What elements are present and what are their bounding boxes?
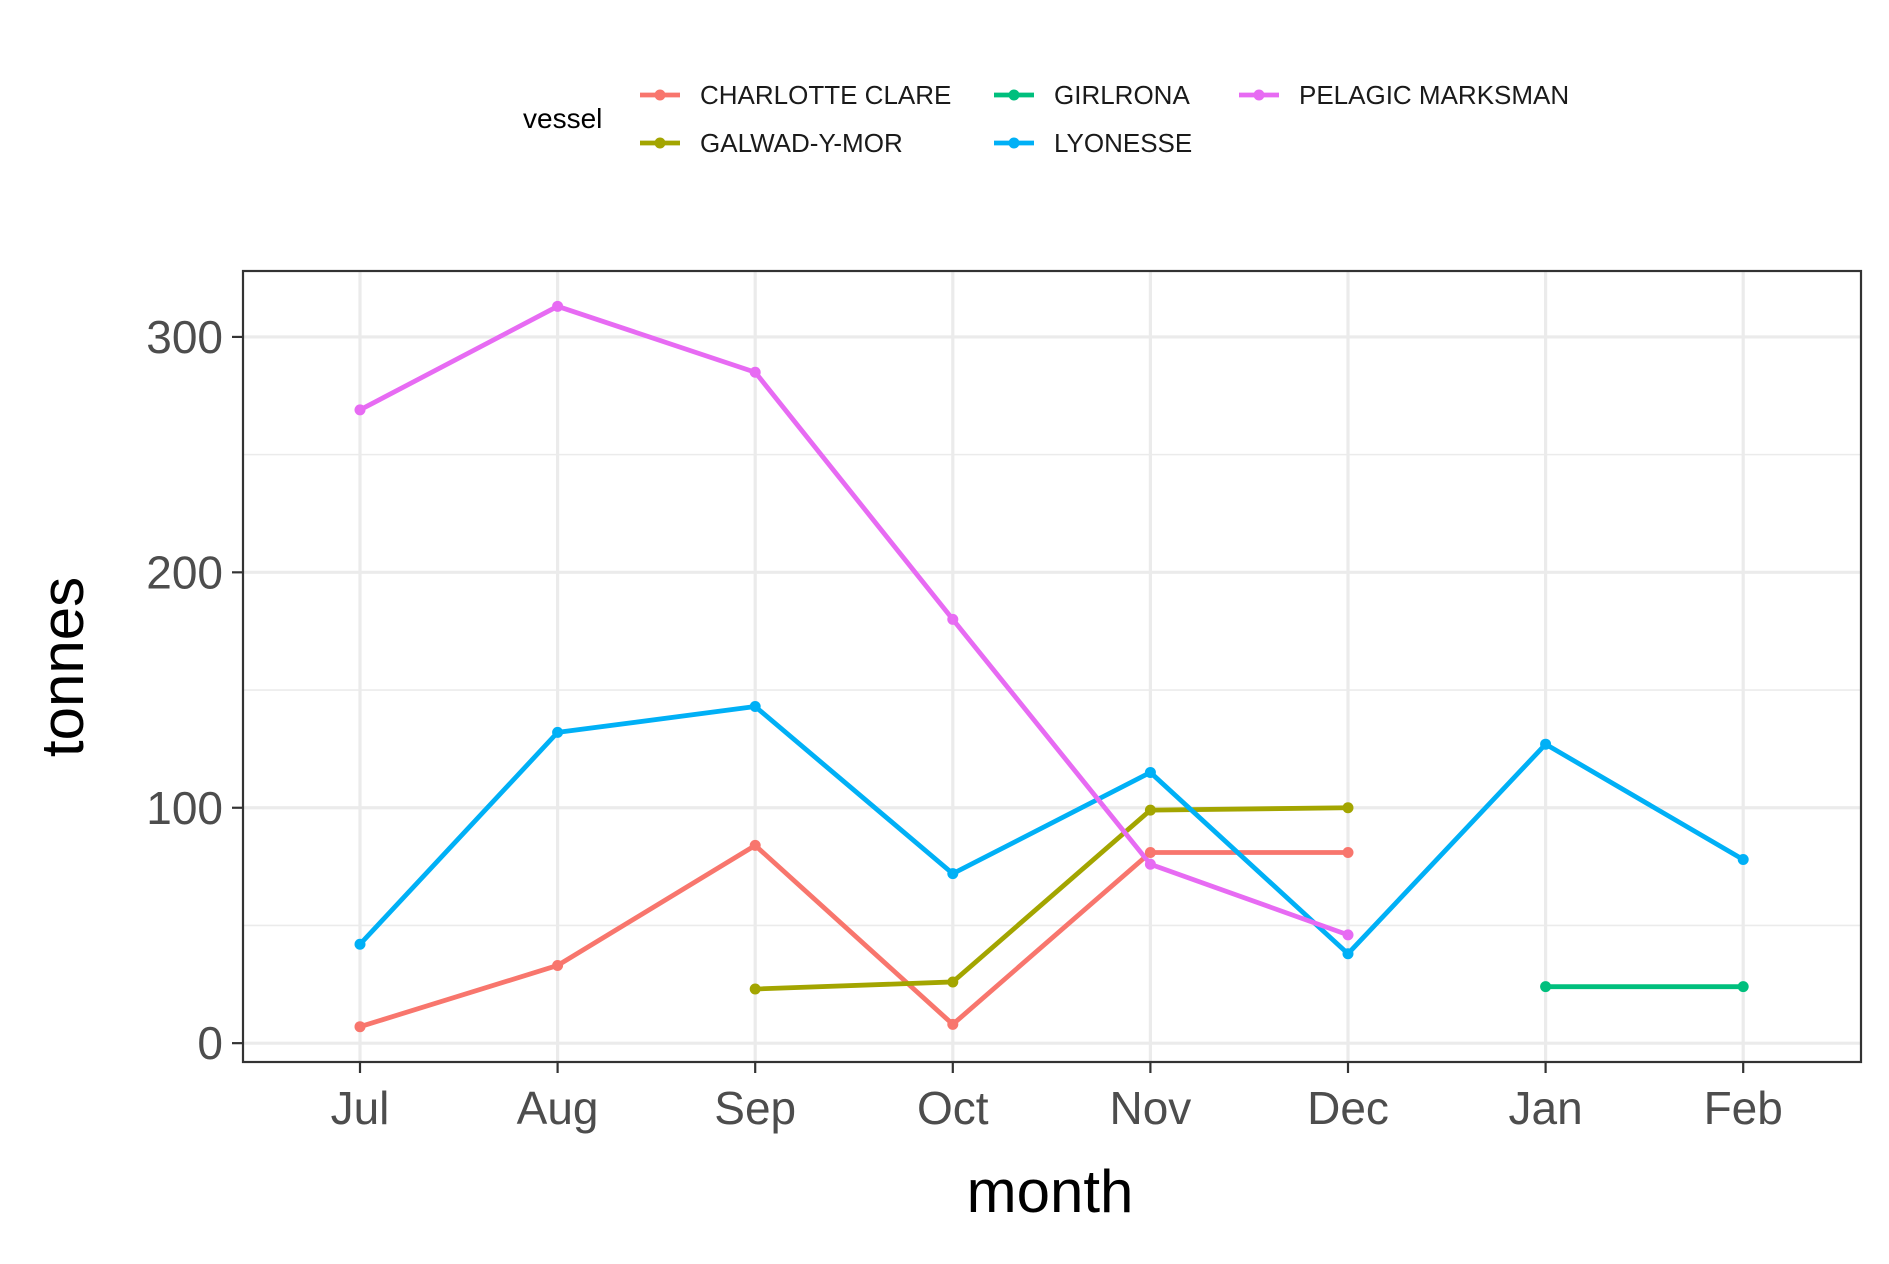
legend-item-pelagic-marksman: PELAGIC MARKSMAN <box>1239 80 1569 110</box>
x-tick-label: Oct <box>917 1082 989 1134</box>
data-point-lyonesse <box>749 701 761 713</box>
legend-label: CHARLOTTE CLARE <box>700 80 951 110</box>
data-point-galwad-y-mor <box>1144 804 1156 816</box>
data-point-galwad-y-mor <box>1342 802 1354 814</box>
y-axis: 0 100 200 300 <box>146 311 243 1069</box>
legend-item-galwad-y-mor: GALWAD-Y-MOR <box>640 128 903 158</box>
data-point-lyonesse <box>354 938 366 950</box>
legend-key-point <box>1008 137 1020 149</box>
series-line-charlotte-clare <box>359 843 1348 1029</box>
legend-item-girlrona: GIRLRONA <box>994 80 1190 110</box>
data-point-pelagic-marksman <box>947 613 959 625</box>
legend: vessel CHARLOTTE CLARE GALWAD-Y-MOR GIRLRO… <box>523 80 1569 158</box>
legend-label: PELAGIC MARKSMAN <box>1299 80 1569 110</box>
x-tick-label: Jan <box>1509 1082 1583 1134</box>
data-point-lyonesse <box>552 726 564 738</box>
legend-key-point <box>1253 89 1265 101</box>
data-point-pelagic-marksman <box>749 366 761 378</box>
y-axis-title: tonnes <box>29 577 96 757</box>
legend-item-lyonesse: LYONESSE <box>994 128 1192 158</box>
legend-label: LYONESSE <box>1054 128 1192 158</box>
legend-label: GALWAD-Y-MOR <box>700 128 903 158</box>
data-point-lyonesse <box>1342 948 1354 960</box>
y-tick-label: 100 <box>146 782 223 834</box>
x-axis: Jul Aug Sep Oct Nov Dec Jan Feb <box>331 1062 1783 1134</box>
data-point-girlrona <box>1540 981 1552 993</box>
data-point-lyonesse <box>947 868 959 880</box>
x-tick-label: Sep <box>714 1082 796 1134</box>
x-tick-label: Nov <box>1109 1082 1191 1134</box>
x-tick-label: Dec <box>1307 1082 1389 1134</box>
legend-key-point <box>654 89 666 101</box>
data-point-girlrona <box>1737 981 1749 993</box>
legend-key-point <box>654 137 666 149</box>
data-point-charlotte-clare <box>947 1018 959 1030</box>
data-point-pelagic-marksman <box>1144 858 1156 870</box>
data-point-pelagic-marksman <box>552 300 564 312</box>
x-axis-title: month <box>967 1158 1134 1225</box>
data-point-charlotte-clare <box>749 839 761 851</box>
data-point-lyonesse <box>1540 738 1552 750</box>
data-point-charlotte-clare <box>552 959 564 971</box>
x-tick-label: Aug <box>517 1082 599 1134</box>
data-point-galwad-y-mor <box>947 976 959 988</box>
x-tick-label: Feb <box>1704 1082 1783 1134</box>
legend-item-charlotte-clare: CHARLOTTE CLARE <box>640 80 951 110</box>
series-line-galwad-y-mor <box>755 805 1349 992</box>
data-point-lyonesse <box>1737 854 1749 866</box>
y-tick-label: 200 <box>146 546 223 598</box>
data-point-galwad-y-mor <box>749 983 761 995</box>
legend-key-point <box>1008 89 1020 101</box>
data-point-charlotte-clare <box>1342 846 1354 858</box>
x-tick-label: Jul <box>331 1082 390 1134</box>
plot-panel <box>241 269 1863 1064</box>
data-point-charlotte-clare <box>354 1021 366 1033</box>
data-point-lyonesse <box>1144 766 1156 778</box>
data-point-pelagic-marksman <box>1342 929 1354 941</box>
panel-border <box>241 269 1863 1064</box>
y-tick-label: 300 <box>146 311 223 363</box>
legend-title: vessel <box>523 103 602 134</box>
data-point-charlotte-clare <box>1144 846 1156 858</box>
y-tick-label: 0 <box>197 1017 223 1069</box>
legend-label: GIRLRONA <box>1054 80 1190 110</box>
data-point-pelagic-marksman <box>354 404 366 416</box>
series-line-pelagic-marksman <box>358 303 1349 938</box>
series-line-lyonesse <box>358 704 1745 957</box>
